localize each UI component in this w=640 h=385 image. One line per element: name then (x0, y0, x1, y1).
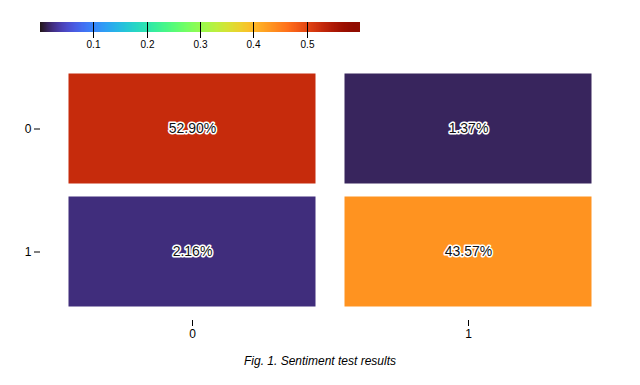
svg-text:0: 0 (189, 327, 196, 341)
svg-text:0.2: 0.2 (141, 39, 155, 50)
html-text:Fig. 1. Sentiment test results: Fig. 1. Sentiment test results (244, 354, 396, 368)
svg-text:43.57%: 43.57% (445, 243, 492, 259)
svg-text:2.16%: 2.16% (173, 243, 213, 259)
svg-text:0.4: 0.4 (247, 39, 261, 50)
svg-text:0.3: 0.3 (194, 39, 208, 50)
svg-text:1: 1 (465, 327, 472, 341)
svg-text:0.5: 0.5 (301, 39, 315, 50)
svg-text:1: 1 (25, 245, 32, 259)
svg-text:52.90%: 52.90% (169, 120, 216, 136)
svg-text:1.37%: 1.37% (449, 120, 489, 136)
svg-text:0: 0 (25, 122, 32, 136)
svg-text:0.1: 0.1 (87, 39, 101, 50)
